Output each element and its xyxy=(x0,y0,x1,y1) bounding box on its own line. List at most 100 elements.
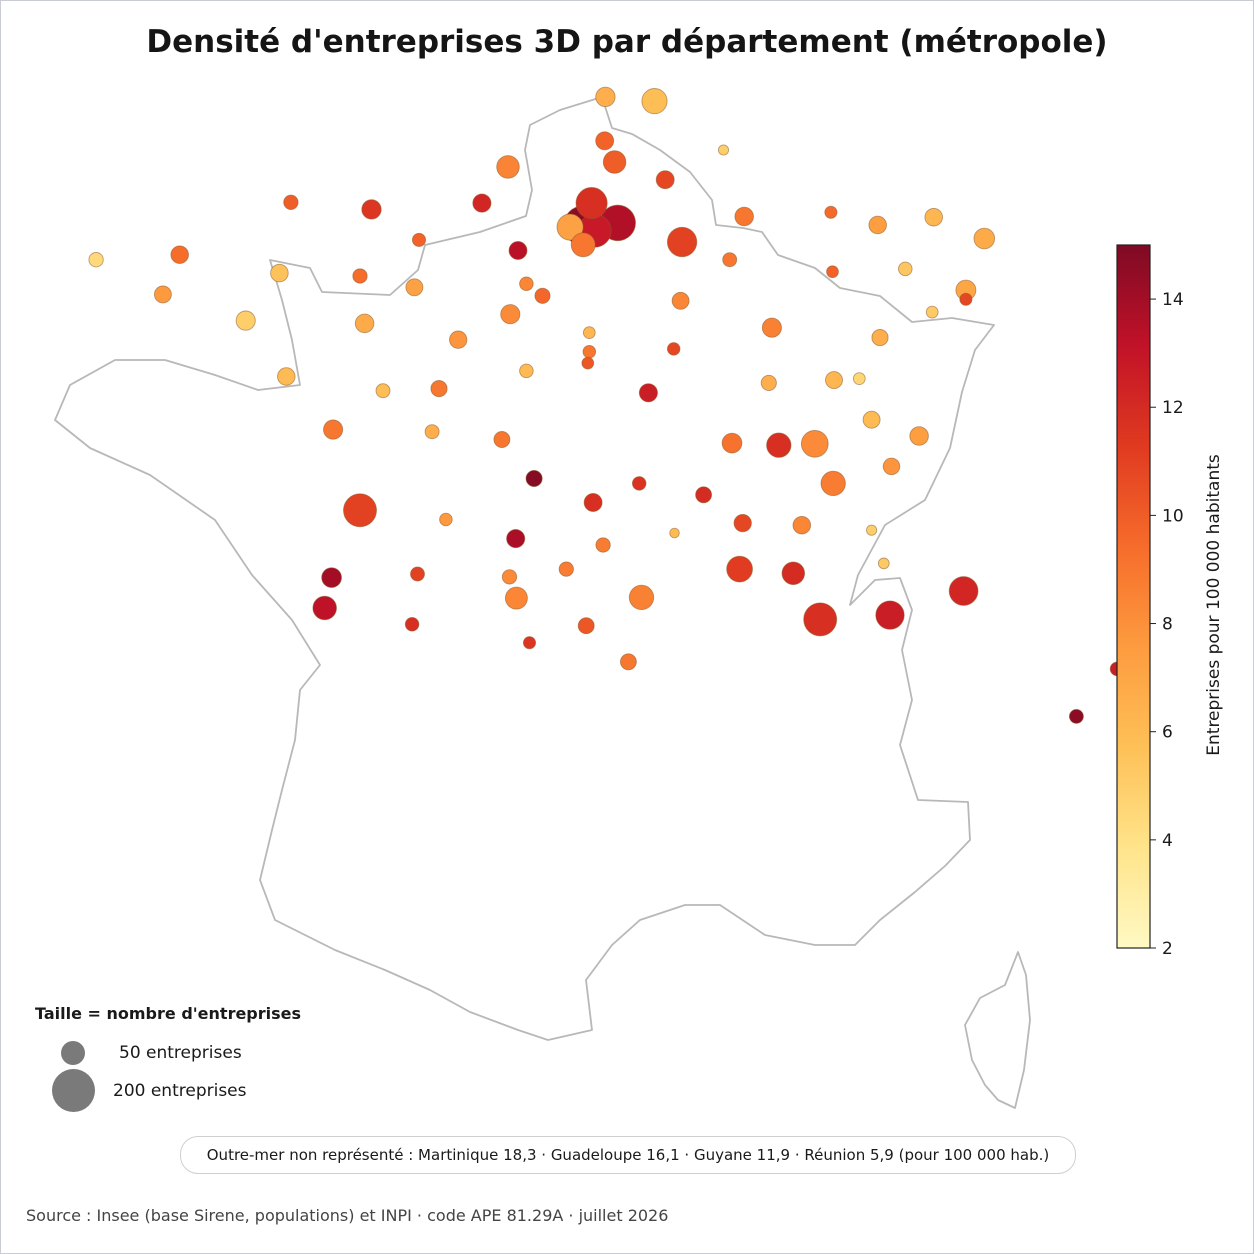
source-text: Source : Insee (base Sirene, populations… xyxy=(26,1206,669,1225)
colorbar-tick-label: 2 xyxy=(1162,939,1173,959)
department-point xyxy=(506,529,526,549)
department-point xyxy=(803,602,838,637)
department-point xyxy=(948,576,979,606)
department-point xyxy=(582,326,596,339)
chart-title: Densité d'entreprises 3D par département… xyxy=(146,24,1108,60)
department-point xyxy=(695,486,713,504)
department-point xyxy=(925,305,939,319)
department-point xyxy=(800,429,829,458)
department-point xyxy=(671,291,690,310)
department-point xyxy=(973,227,996,250)
department-point xyxy=(581,356,595,370)
department-point xyxy=(595,131,615,151)
department-point xyxy=(631,476,647,491)
department-point xyxy=(472,193,492,213)
department-point xyxy=(825,371,843,390)
department-point xyxy=(959,292,973,306)
department-point xyxy=(722,252,738,268)
colorbar-tick-label: 8 xyxy=(1162,615,1173,635)
department-point xyxy=(655,170,675,190)
department-point xyxy=(534,287,551,304)
department-point xyxy=(430,380,448,398)
department-point xyxy=(898,261,913,277)
department-point xyxy=(496,155,520,179)
department-point xyxy=(277,367,296,386)
department-point xyxy=(504,586,528,610)
size-legend-title: Taille = nombre d'entreprises xyxy=(35,1004,302,1023)
department-point xyxy=(641,88,668,115)
department-point xyxy=(558,561,574,577)
france-outline xyxy=(54,96,995,1041)
department-point xyxy=(852,372,866,385)
department-point xyxy=(1068,708,1084,724)
department-point xyxy=(781,561,806,586)
colorbar-title: Entreprises pour 100 000 habitants xyxy=(1204,454,1224,756)
size-legend-dot-200 xyxy=(52,1069,95,1112)
department-point xyxy=(410,566,425,582)
department-point xyxy=(595,86,616,108)
department-point xyxy=(909,426,929,446)
department-point xyxy=(88,252,104,268)
colorbar-tick-label: 10 xyxy=(1162,506,1184,526)
department-point xyxy=(323,419,344,440)
department-point xyxy=(761,317,782,338)
department-point xyxy=(404,617,420,632)
colorbar: 2 4 6 8 10 12 14 xyxy=(1116,244,1184,959)
colorbar-rect xyxy=(1116,244,1151,949)
department-point xyxy=(582,344,597,359)
department-point xyxy=(824,205,838,219)
department-point xyxy=(628,584,655,611)
department-point xyxy=(153,285,172,304)
department-points xyxy=(88,86,1125,724)
department-point xyxy=(235,310,256,331)
department-point xyxy=(792,515,812,535)
department-point xyxy=(866,524,878,536)
department-point xyxy=(519,276,534,292)
department-point xyxy=(500,304,521,325)
department-point xyxy=(669,527,680,539)
department-point xyxy=(820,470,846,497)
department-point xyxy=(577,617,595,635)
department-point xyxy=(283,194,299,210)
department-point xyxy=(766,432,792,458)
department-point xyxy=(501,569,518,585)
size-legend-label-50: 50 entreprises xyxy=(119,1043,242,1063)
department-point xyxy=(170,245,189,264)
department-point xyxy=(439,512,453,527)
department-point xyxy=(875,600,905,630)
department-point xyxy=(321,567,342,588)
department-point xyxy=(583,493,603,512)
department-point xyxy=(721,432,743,454)
colorbar-tick-label: 14 xyxy=(1162,290,1184,310)
department-point xyxy=(666,226,698,258)
corsica-outline xyxy=(964,951,1031,1109)
department-point xyxy=(734,206,754,227)
colorbar-tick-label: 6 xyxy=(1162,723,1173,743)
department-point xyxy=(619,653,637,671)
colorbar-tick-label: 12 xyxy=(1162,398,1184,418)
department-point xyxy=(733,513,752,533)
department-point xyxy=(343,493,377,528)
size-legend-dot-50 xyxy=(61,1041,85,1065)
department-point xyxy=(868,215,887,235)
department-point xyxy=(424,424,440,440)
department-point xyxy=(726,555,753,583)
department-point xyxy=(871,329,889,347)
department-point xyxy=(882,457,901,476)
department-point xyxy=(556,213,584,241)
department-point xyxy=(826,265,839,279)
colorbar-tick-label: 4 xyxy=(1162,831,1173,851)
department-point xyxy=(411,232,427,247)
overseas-note: Outre-mer non représenté : Martinique 18… xyxy=(180,1136,1076,1174)
department-point xyxy=(595,537,611,553)
department-point xyxy=(508,241,528,260)
department-point xyxy=(877,557,890,570)
department-point xyxy=(405,278,424,297)
department-point xyxy=(638,383,658,403)
department-point xyxy=(375,383,391,399)
department-point xyxy=(717,144,730,156)
department-point xyxy=(575,187,608,220)
department-point xyxy=(449,330,468,349)
size-legend-label-200: 200 entreprises xyxy=(113,1081,247,1101)
